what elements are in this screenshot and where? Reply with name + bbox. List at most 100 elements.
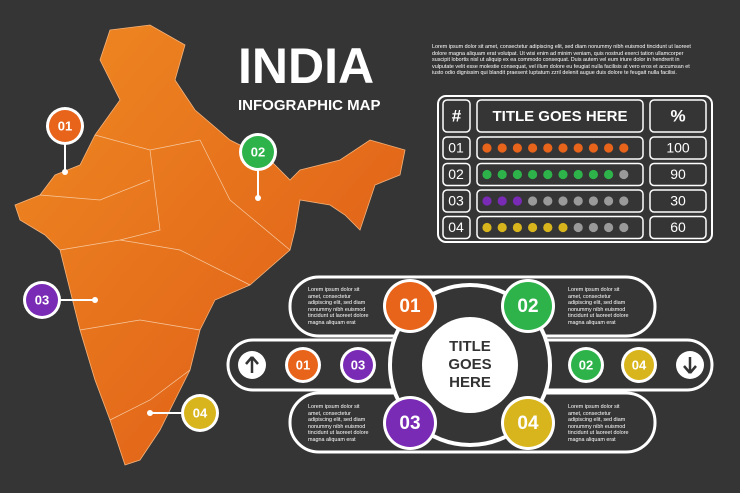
percent-dot xyxy=(604,143,614,153)
item-badge-label: 02 xyxy=(517,296,538,317)
tab-badge-label: 04 xyxy=(632,357,647,372)
map-marker-label: 01 xyxy=(58,118,72,133)
percent-dot xyxy=(604,222,614,233)
table-cell xyxy=(442,162,471,187)
marker-dot xyxy=(255,195,261,201)
row-percent: 90 xyxy=(670,166,686,182)
row-percent: 30 xyxy=(670,193,686,209)
tab-badge xyxy=(288,350,318,380)
map-marker xyxy=(184,397,216,429)
percent-dot xyxy=(588,169,599,180)
center-title: TITLE xyxy=(449,338,491,355)
percent-dot xyxy=(482,169,492,180)
percent-dot xyxy=(573,222,583,233)
item-badge xyxy=(504,399,552,447)
percent-dot xyxy=(528,143,538,153)
row-number: 01 xyxy=(448,140,464,156)
row-number: 02 xyxy=(448,166,464,182)
map-marker-label: 02 xyxy=(251,144,265,159)
percent-dot xyxy=(588,143,599,153)
table-cell xyxy=(476,162,644,187)
percent-dot xyxy=(604,169,614,180)
row-percent: 60 xyxy=(670,219,686,235)
percent-dot xyxy=(497,196,507,206)
title: INDIA xyxy=(238,38,374,94)
table-cell xyxy=(442,189,471,213)
tab-badge xyxy=(571,350,601,380)
down-arrow xyxy=(683,357,697,374)
table-cell xyxy=(649,215,707,240)
percent-dot xyxy=(543,222,553,233)
percent-dot xyxy=(573,169,583,180)
map-marker xyxy=(242,136,274,168)
table-cell xyxy=(649,162,707,187)
marker-dot xyxy=(92,297,98,303)
percent-dot xyxy=(573,196,583,206)
intro-text: Lorem ipsum dolor sit amet, consectetur … xyxy=(432,44,691,77)
percent-dot xyxy=(619,169,629,180)
table-cell xyxy=(476,99,644,133)
percent-dot xyxy=(512,196,523,206)
table-cell xyxy=(442,99,471,133)
item-badge xyxy=(386,399,434,447)
table-cell xyxy=(476,136,644,160)
table-cell xyxy=(442,215,471,240)
item-text: Lorem ipsum dolor sit amet, consectetur … xyxy=(568,404,629,444)
map-marker xyxy=(49,110,81,142)
percent-dot xyxy=(573,143,583,153)
subtitle: INFOGRAPHIC MAP xyxy=(238,97,381,114)
row-number: 03 xyxy=(448,193,464,209)
state-borders xyxy=(39,134,291,421)
up-arrow xyxy=(245,356,259,373)
item-badge xyxy=(504,282,552,330)
map-marker xyxy=(26,284,58,316)
tab-badge-label: 03 xyxy=(351,357,365,372)
table-cell xyxy=(649,99,707,133)
center-title: GOES xyxy=(448,356,491,373)
table-cell xyxy=(442,136,471,160)
item-text: Lorem ipsum dolor sit amet, consectetur … xyxy=(308,287,369,327)
percent-dot xyxy=(619,143,629,153)
table-cell xyxy=(476,215,644,240)
percent-dot xyxy=(482,143,492,153)
percent-dot xyxy=(558,222,568,233)
item-text: Lorem ipsum dolor sit amet, consectetur … xyxy=(568,287,629,327)
percent-dot xyxy=(512,169,523,180)
percent-dot xyxy=(543,196,553,206)
percent-dot xyxy=(558,143,568,153)
percent-dot xyxy=(558,169,568,180)
map-marker-label: 04 xyxy=(193,405,208,420)
center-disc xyxy=(422,317,518,413)
percent-dot xyxy=(512,222,523,233)
table-cell xyxy=(649,136,707,160)
percent-dot xyxy=(543,143,553,153)
table-frame xyxy=(437,95,713,243)
tab-badge xyxy=(624,350,654,380)
item-text: Lorem ipsum dolor sit amet, consectetur … xyxy=(308,404,369,444)
table-header: % xyxy=(670,106,685,125)
percent-dot xyxy=(528,196,538,206)
marker-dot xyxy=(147,410,153,416)
india-map xyxy=(14,24,406,466)
tab-badge-label: 02 xyxy=(579,357,593,372)
percent-dot xyxy=(528,169,538,180)
table-header: TITLE GOES HERE xyxy=(492,108,627,125)
tab-badge-label: 01 xyxy=(296,357,310,372)
percent-dot xyxy=(619,196,629,206)
marker-dot xyxy=(62,169,68,175)
percent-dot xyxy=(588,196,599,206)
percent-dot xyxy=(482,222,492,233)
item-badge-label: 04 xyxy=(517,413,539,434)
item-badge-label: 03 xyxy=(399,413,420,434)
map-marker-label: 03 xyxy=(35,292,49,307)
percent-dot xyxy=(497,143,507,153)
row-percent: 100 xyxy=(666,140,690,156)
center-title: HERE xyxy=(449,374,491,391)
percent-dot xyxy=(497,222,507,233)
percent-dot xyxy=(482,196,492,206)
percent-dot xyxy=(588,222,599,233)
percent-dot xyxy=(543,169,553,180)
item-badge-label: 01 xyxy=(399,296,421,317)
